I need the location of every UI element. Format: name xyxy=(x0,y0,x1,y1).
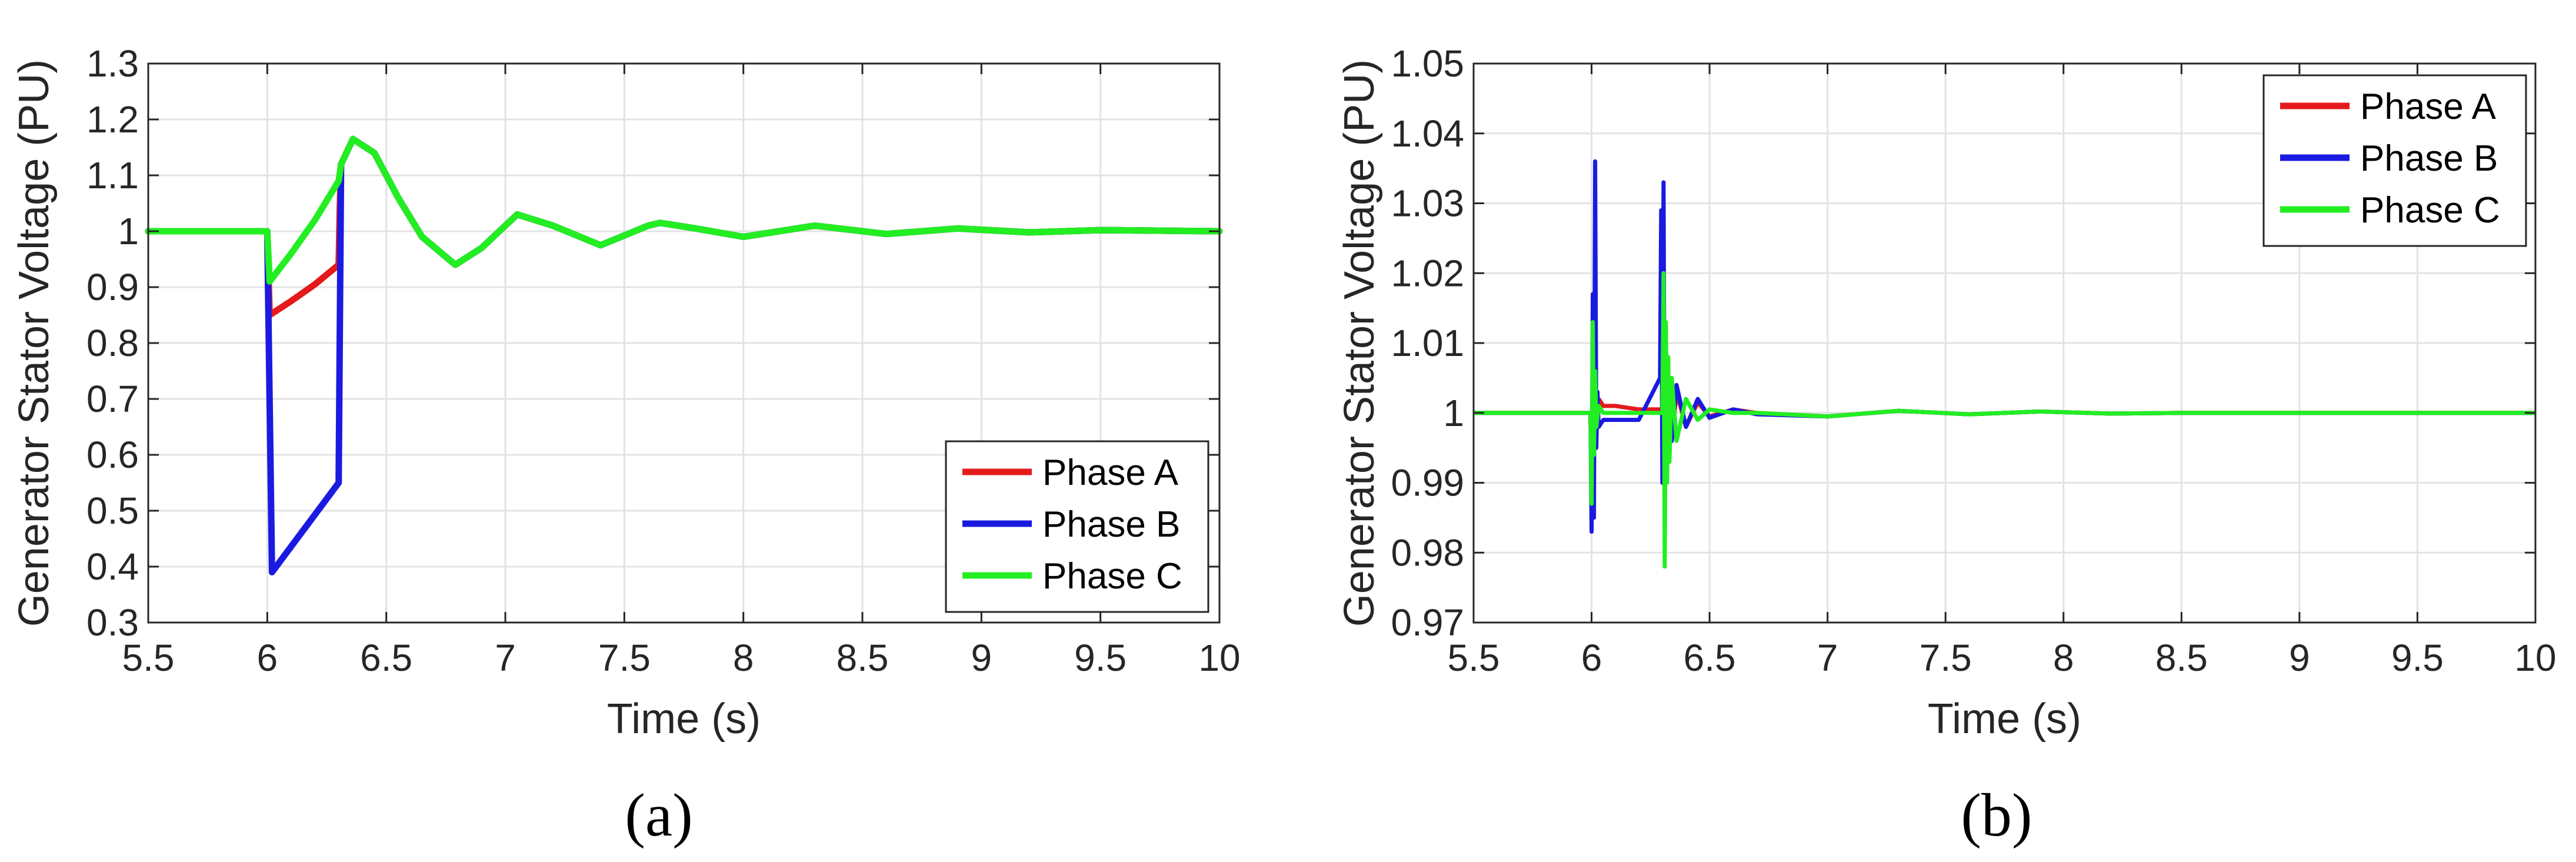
legend-label: Phase A xyxy=(2360,86,2497,127)
x-tick-label: 7.5 xyxy=(1919,637,1972,679)
x-tick-label: 8 xyxy=(2053,637,2074,679)
x-tick-label: 10 xyxy=(2514,637,2556,679)
x-tick-label: 5.5 xyxy=(122,637,175,679)
y-tick-label: 1 xyxy=(1443,392,1464,434)
y-axis-label-b: Generator Stator Voltage (PU) xyxy=(1336,59,1383,627)
x-axis-label-a: Time (s) xyxy=(607,695,761,743)
x-tick-label: 9 xyxy=(2289,637,2310,679)
x-tick-label: 7.5 xyxy=(598,637,651,679)
legend-label: Phase A xyxy=(1042,452,1179,493)
x-tick-label: 5.5 xyxy=(1448,637,1500,679)
series-group-a xyxy=(145,135,1223,575)
y-tick-label: 1.04 xyxy=(1391,112,1464,155)
x-axis-label-b: Time (s) xyxy=(1928,695,2081,743)
x-tick-label: 8.5 xyxy=(2155,637,2208,679)
x-tick-label: 6.5 xyxy=(1684,637,1736,679)
x-tick-label: 8.5 xyxy=(837,637,889,679)
y-tick-label: 0.98 xyxy=(1391,531,1464,574)
caption-a: (a) xyxy=(625,781,692,849)
y-tick-label: 1.02 xyxy=(1391,252,1464,294)
x-tick-label: 6.5 xyxy=(360,637,412,679)
y-tick-label: 0.5 xyxy=(86,490,139,532)
series-line-phase-c xyxy=(1474,271,2535,569)
ticks-a: 5.5 6 6.5 7 7.5 8 8.5 9 9.5 10 0.3 0.4 0.5 0.6 0.7 0.8 0… xyxy=(86,42,1241,679)
x-tick-label: 9.5 xyxy=(1074,637,1127,679)
y-tick-label: 1 xyxy=(118,210,139,252)
legend-label: Phase C xyxy=(1042,556,1182,597)
x-tick-label: 7 xyxy=(495,637,516,679)
y-tick-label: 0.99 xyxy=(1391,462,1464,504)
legend-label: Phase C xyxy=(2360,190,2500,231)
y-tick-label: 0.97 xyxy=(1391,601,1464,644)
legend-a: Phase A Phase B Phase C xyxy=(945,440,1209,613)
y-tick-label: 1.2 xyxy=(86,98,139,141)
caption-b: (b) xyxy=(1961,781,2032,849)
ticks-b: 5.5 6 6.5 7 7.5 8 8.5 9 9.5 10 0.97 0.98 0.99 1 1.01 1.… xyxy=(1391,42,2556,679)
chart-panel-a: 5.5 6 6.5 7 7.5 8 8.5 9 9.5 10 0.3 0.4 0.5 0.6 0.7 0.8 0… xyxy=(11,42,1241,849)
y-tick-label: 0.8 xyxy=(86,322,139,364)
y-tick-label: 1.01 xyxy=(1391,322,1464,364)
y-tick-label: 0.4 xyxy=(86,545,139,588)
x-tick-label: 9.5 xyxy=(2391,637,2444,679)
x-tick-label: 6 xyxy=(257,637,278,679)
series-group-b xyxy=(1474,159,2535,569)
series-line-phase-c xyxy=(145,135,1223,285)
legend-b: Phase A Phase B Phase C xyxy=(2262,74,2527,247)
chart-panel-b: 5.5 6 6.5 7 7.5 8 8.5 9 9.5 10 0.97 0.98 0.99 1 1.01 1.… xyxy=(1336,42,2557,849)
y-tick-label: 0.3 xyxy=(86,601,139,644)
x-tick-label: 9 xyxy=(971,637,992,679)
y-tick-label: 0.7 xyxy=(86,378,139,420)
x-tick-label: 7 xyxy=(1817,637,1838,679)
x-tick-label: 6 xyxy=(1581,637,1602,679)
legend-label: Phase B xyxy=(2360,138,2498,179)
y-tick-label: 0.9 xyxy=(86,266,139,308)
x-tick-label: 10 xyxy=(1198,637,1240,679)
y-axis-label-a: Generator Stator Voltage (PU) xyxy=(11,59,58,627)
y-tick-label: 1.1 xyxy=(86,154,139,197)
y-tick-label: 1.3 xyxy=(86,42,139,85)
legend-label: Phase B xyxy=(1042,504,1180,545)
y-tick-label: 1.05 xyxy=(1391,42,1464,85)
x-tick-label: 8 xyxy=(733,637,754,679)
y-tick-label: 0.6 xyxy=(86,434,139,476)
y-tick-label: 1.03 xyxy=(1391,182,1464,225)
